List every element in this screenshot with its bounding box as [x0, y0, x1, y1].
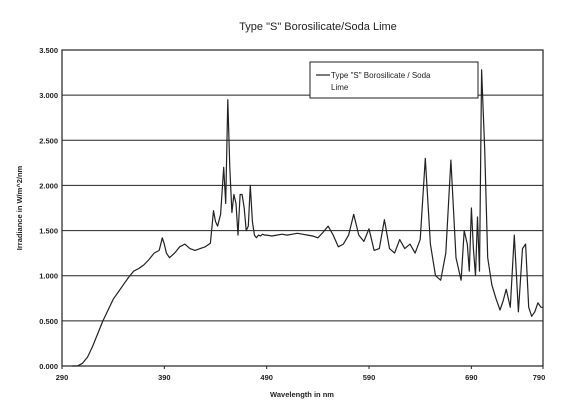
legend-label-line-1: Type "S" Borosilicate / Soda [331, 71, 431, 80]
y-tick-label: 0.000 [39, 362, 58, 371]
x-tick-label: 790 [533, 373, 546, 382]
gridlines [62, 49, 543, 367]
x-tick-label: 490 [260, 373, 273, 382]
series-line [72, 69, 543, 367]
y-tick-label: 2.000 [39, 181, 58, 190]
legend-box [309, 61, 479, 99]
x-axis-label: Wavelength in nm [270, 390, 334, 399]
y-axis-ticks: 0.000 0.500 1.000 1.500 2.000 2.500 3.000 3.500 [39, 46, 58, 371]
plot-area [61, 49, 544, 367]
y-tick-label: 1.500 [39, 227, 58, 236]
x-axis-ticks: 290 390 490 590 690 790 [56, 366, 546, 382]
y-tick-label: 3.000 [39, 91, 58, 100]
y-axis-label: Irradiance in W/m^2/nm [15, 165, 24, 250]
legend-label-line-2: Lime [331, 83, 349, 92]
x-tick-label: 390 [158, 373, 171, 382]
x-tick-label: 290 [56, 373, 69, 382]
y-tick-label: 3.500 [39, 46, 58, 55]
x-tick-label: 590 [363, 373, 376, 382]
y-tick-label: 0.500 [39, 317, 58, 326]
x-tick-label: 690 [465, 373, 478, 382]
legend: Type "S" Borosilicate / Soda Lime [309, 61, 479, 99]
y-tick-label: 1.000 [39, 272, 58, 281]
y-tick-label: 2.500 [39, 136, 58, 145]
chart-title: Type "S" Borosilicate/Soda Lime [239, 21, 397, 33]
